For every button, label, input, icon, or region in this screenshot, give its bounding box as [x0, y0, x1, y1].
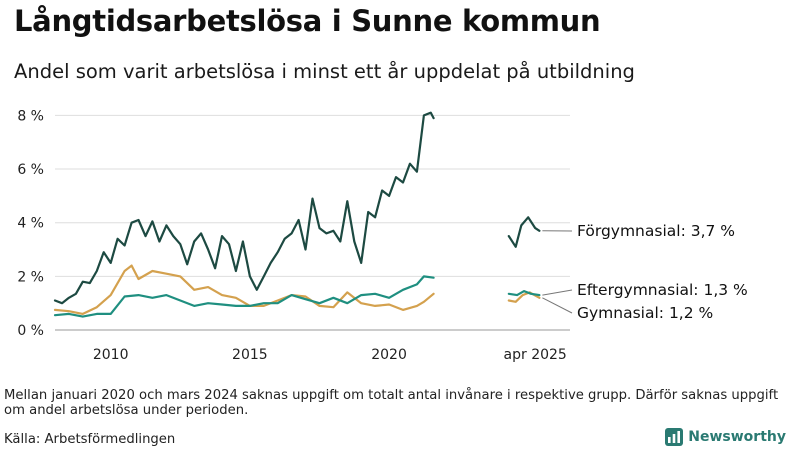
end-label-gymnasial: Gymnasial: 1,2 % [577, 304, 713, 322]
leader-line-gymnasial [542, 297, 573, 314]
x-tick-label: apr 2025 [504, 347, 567, 363]
leader-line-eftergymnasial [542, 289, 573, 296]
end-label-eftergymnasial: Eftergymnasial: 1,3 % [577, 281, 748, 299]
x-tick-label: 2015 [232, 347, 268, 363]
y-tick-label: 4 % [17, 216, 44, 232]
series-line-gymnasial-0 [53, 264, 435, 315]
x-tick-label: 2020 [371, 347, 407, 363]
brand-name: Newsworthy [688, 429, 786, 445]
y-tick-label: 0 % [17, 323, 44, 339]
y-tick-label: 2 % [17, 269, 44, 285]
end-label-förgymnasial: Förgymnasial: 3,7 % [577, 222, 735, 240]
series-line-eftergymnasial-0 [53, 275, 435, 318]
chart-subtitle: Andel som varit arbetslösa i minst ett å… [14, 60, 635, 83]
series-line-eftergymnasial-1 [507, 290, 541, 297]
y-tick-label: 8 % [17, 108, 44, 124]
y-tick-label: 6 % [17, 162, 44, 178]
newsworthy-logo-icon [665, 428, 684, 446]
series-line-förgymnasial-1 [507, 216, 541, 248]
series-line-förgymnasial-0 [53, 111, 435, 305]
source-line: Källa: Arbetsförmedlingen [4, 432, 176, 447]
chart-title: Långtidsarbetslösa i Sunne kommun [14, 4, 601, 38]
brand-logo: Newsworthy [665, 428, 786, 446]
x-tick-label: 2010 [93, 347, 129, 363]
footnote: Mellan januari 2020 och mars 2024 saknas… [4, 388, 779, 418]
